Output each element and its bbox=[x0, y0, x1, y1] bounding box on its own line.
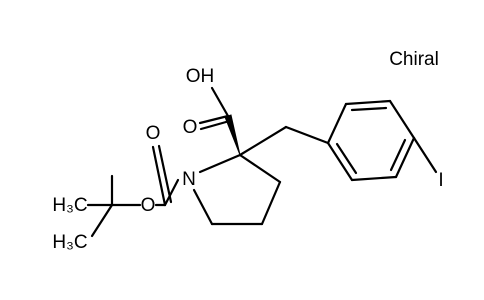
atom-label: I bbox=[438, 170, 443, 191]
chiral-label: Chiral bbox=[389, 49, 439, 70]
atom-label: O bbox=[141, 195, 156, 216]
atom-label: O bbox=[183, 117, 198, 138]
atom-label: O bbox=[146, 123, 161, 144]
atom-label: OH bbox=[186, 66, 215, 87]
bonds bbox=[86, 86, 438, 238]
atom-label: N bbox=[182, 169, 196, 190]
atom-label: H₃C bbox=[52, 232, 87, 253]
atom-label: H₃C bbox=[52, 195, 87, 216]
wedge-bond bbox=[224, 114, 241, 156]
